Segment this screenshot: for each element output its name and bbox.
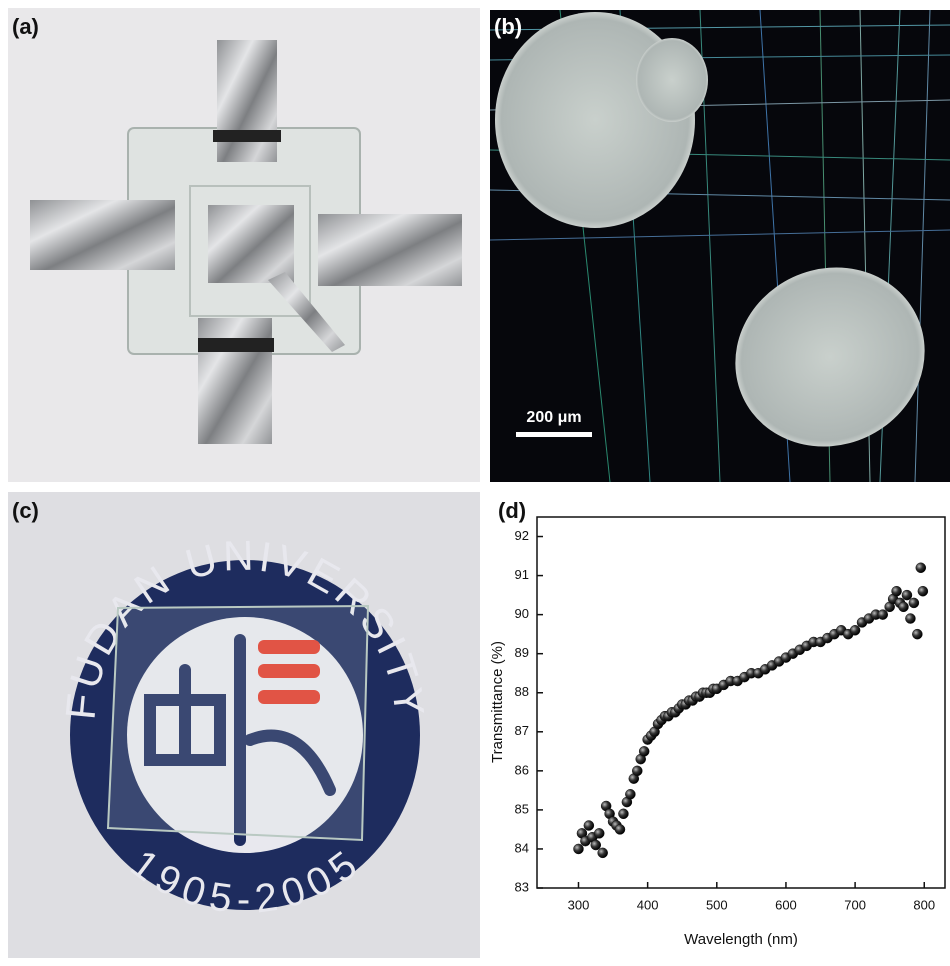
panel-label: (b) (494, 14, 522, 39)
data-point (618, 809, 628, 819)
data-point (632, 766, 642, 776)
y-tick-label: 84 (515, 840, 529, 855)
x-tick-label: 500 (706, 897, 728, 912)
data-point (625, 789, 635, 799)
y-tick-label: 92 (515, 528, 529, 543)
foil-strip (318, 214, 462, 286)
data-point (615, 824, 625, 834)
clip (198, 338, 274, 352)
data-point (916, 563, 926, 573)
x-tick-label: 400 (637, 897, 659, 912)
data-point (878, 610, 888, 620)
data-point (912, 629, 922, 639)
x-tick-label: 700 (844, 897, 866, 912)
y-tick-label: 88 (515, 684, 529, 699)
panel-d: (d) Wavelength (nm) Transmittance (%) 83… (489, 498, 945, 948)
data-point (899, 602, 909, 612)
glass-film (108, 606, 368, 840)
data-point (598, 848, 608, 858)
data-point (594, 828, 604, 838)
panel-label: (d) (498, 498, 526, 523)
clip (213, 130, 281, 142)
y-tick-label: 87 (515, 723, 529, 738)
data-point (573, 844, 583, 854)
panel-c: FUDAN UNIVERSITY 1905-2005 (c) (8, 492, 480, 958)
data-point (639, 746, 649, 756)
figure: (a) 200 μm (b) FUDAN UNIVERSITY (0, 0, 950, 961)
data-point (850, 625, 860, 635)
y-tick-label: 83 (515, 879, 529, 894)
y-tick-label: 86 (515, 762, 529, 777)
data-point (584, 821, 594, 831)
scale-bar-label: 200 μm (526, 409, 581, 426)
data-point (892, 586, 902, 596)
data-point (902, 590, 912, 600)
pattern (636, 38, 708, 122)
panel-a: (a) (8, 8, 480, 482)
scale-bar (516, 432, 592, 437)
foil-pad (208, 205, 294, 283)
x-tick-label: 300 (568, 897, 590, 912)
foil-strip (198, 318, 272, 444)
panel-b: 200 μm (b) (490, 10, 950, 482)
foil-strip (217, 40, 277, 162)
data-point (905, 614, 915, 624)
foil-strip (30, 200, 175, 270)
x-axis-title: Wavelength (nm) (684, 931, 798, 948)
data-point (591, 840, 601, 850)
data-point (909, 598, 919, 608)
panel-label: (a) (12, 14, 39, 39)
panel-label: (c) (12, 498, 39, 523)
y-axis-title: Transmittance (%) (489, 641, 506, 763)
y-tick-label: 91 (515, 567, 529, 582)
y-tick-label: 89 (515, 645, 529, 660)
x-tick-label: 600 (775, 897, 797, 912)
y-tick-label: 85 (515, 801, 529, 816)
x-tick-label: 800 (913, 897, 935, 912)
y-tick-label: 90 (515, 606, 529, 621)
data-point (918, 586, 928, 596)
